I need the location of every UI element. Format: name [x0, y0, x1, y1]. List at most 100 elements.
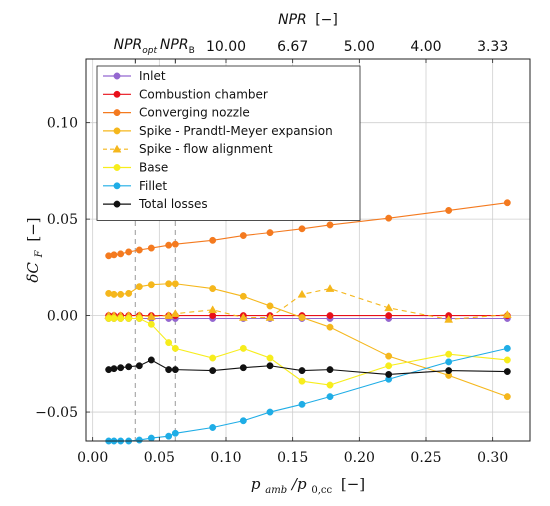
- y-axis-title: δC F [−]: [24, 217, 46, 282]
- data-point: [164, 311, 174, 319]
- data-point: [113, 90, 121, 98]
- data-point: [298, 225, 306, 233]
- data-point: [385, 362, 393, 370]
- y-axis-title-main: δC: [24, 262, 42, 283]
- data-point: [171, 366, 179, 374]
- data-point: [503, 368, 511, 375]
- data-point: [113, 200, 121, 208]
- x-axis-title-sub2: 0,cc: [311, 485, 332, 496]
- x-tick-label: 0.15: [277, 450, 308, 466]
- top-axis-title-unit: [−]: [315, 12, 338, 28]
- data-point: [325, 284, 335, 292]
- series-total-losses: [105, 356, 511, 378]
- reference-line-label: NPRB: [160, 37, 195, 56]
- x-tick-label: 0.30: [477, 450, 508, 466]
- data-point: [503, 344, 511, 352]
- data-point: [503, 393, 511, 401]
- y-axis-title-unit: [−]: [24, 217, 42, 241]
- data-point: [326, 366, 334, 374]
- data-point: [298, 314, 306, 321]
- data-point: [298, 377, 306, 385]
- data-point: [445, 367, 453, 375]
- data-point: [326, 381, 334, 389]
- x-tick-label: 0.25: [410, 450, 441, 466]
- data-point: [135, 283, 143, 291]
- data-point: [171, 240, 179, 248]
- data-point: [385, 312, 393, 320]
- data-point: [238, 313, 248, 321]
- data-point: [209, 367, 217, 375]
- top-tick-label: 5.00: [344, 39, 375, 55]
- data-point: [326, 221, 334, 229]
- y-tick-label: 0.00: [47, 309, 78, 325]
- data-point: [503, 356, 511, 364]
- data-point: [135, 315, 143, 322]
- y-tick-label: 0.10: [47, 116, 78, 132]
- data-point: [239, 292, 247, 300]
- data-point: [170, 309, 180, 317]
- legend-label: Spike - flow alignment: [139, 142, 273, 156]
- data-point: [326, 323, 334, 331]
- x-axis-title-main: p: [251, 475, 261, 493]
- data-point: [445, 358, 453, 366]
- data-point: [445, 350, 453, 358]
- series-layer: [104, 199, 512, 445]
- data-point: [125, 248, 133, 256]
- data-point: [135, 362, 143, 370]
- reference-line-label-main: NPR: [160, 37, 189, 53]
- data-point: [147, 281, 155, 289]
- data-point: [113, 109, 121, 117]
- top-tick-label: 6.67: [277, 39, 308, 55]
- data-point: [266, 229, 274, 237]
- data-point: [239, 364, 247, 372]
- data-point: [112, 144, 122, 153]
- x-axis-title-sub1: amb: [265, 485, 287, 496]
- series-fillet: [105, 344, 511, 445]
- data-point: [171, 344, 179, 352]
- legend-box: [96, 65, 361, 221]
- legend-entry: Fillet: [103, 179, 167, 193]
- data-point: [326, 393, 334, 401]
- data-point: [266, 354, 274, 362]
- data-point: [444, 314, 454, 323]
- series-line: [108, 202, 508, 257]
- x-tick-label: 0.00: [77, 450, 108, 466]
- legend-entry: Spike - Prandtl-Meyer expansion: [103, 124, 333, 138]
- data-point: [502, 310, 512, 318]
- reference-line-label: NPRopt: [114, 37, 158, 56]
- legend-entry: Converging nozzle: [103, 106, 250, 120]
- series-base: [105, 315, 511, 389]
- data-point: [165, 432, 173, 440]
- data-point: [445, 206, 453, 214]
- top-axis-title-main: NPR: [278, 12, 307, 28]
- legend-label: Total losses: [138, 197, 208, 211]
- series-spike-prandtl-meyer-expansion: [105, 280, 511, 401]
- data-point: [135, 436, 143, 444]
- data-point: [113, 164, 121, 171]
- x-axis-title-unit: [−]: [341, 475, 365, 493]
- series-line: [108, 359, 508, 375]
- reference-line-label-sub: B: [189, 46, 195, 56]
- data-point: [266, 302, 274, 310]
- data-point: [135, 246, 143, 254]
- top-tick-label: 3.33: [477, 39, 508, 55]
- reference-line-label-sub: opt: [142, 46, 157, 56]
- data-point: [503, 199, 511, 207]
- data-point: [239, 417, 247, 425]
- data-point: [113, 127, 121, 135]
- axis-ticks: 0.00 0.05 0.10 0.15 0.20 0.25 0.30 −0.05 0.00 0.0…: [35, 37, 508, 466]
- legend-label: Inlet: [139, 69, 166, 83]
- data-point: [385, 370, 393, 378]
- data-point: [110, 365, 118, 373]
- data-point: [110, 290, 118, 298]
- data-point: [209, 312, 217, 320]
- data-point: [165, 241, 173, 249]
- legend-entry: Total losses: [103, 197, 208, 211]
- data-point: [266, 408, 274, 416]
- x-axis-title: p amb /p 0,cc [−]: [251, 475, 365, 497]
- data-point: [147, 244, 155, 252]
- legend-entry: Inlet: [103, 69, 166, 83]
- data-point: [147, 434, 155, 442]
- x-tick-label: 0.05: [144, 450, 175, 466]
